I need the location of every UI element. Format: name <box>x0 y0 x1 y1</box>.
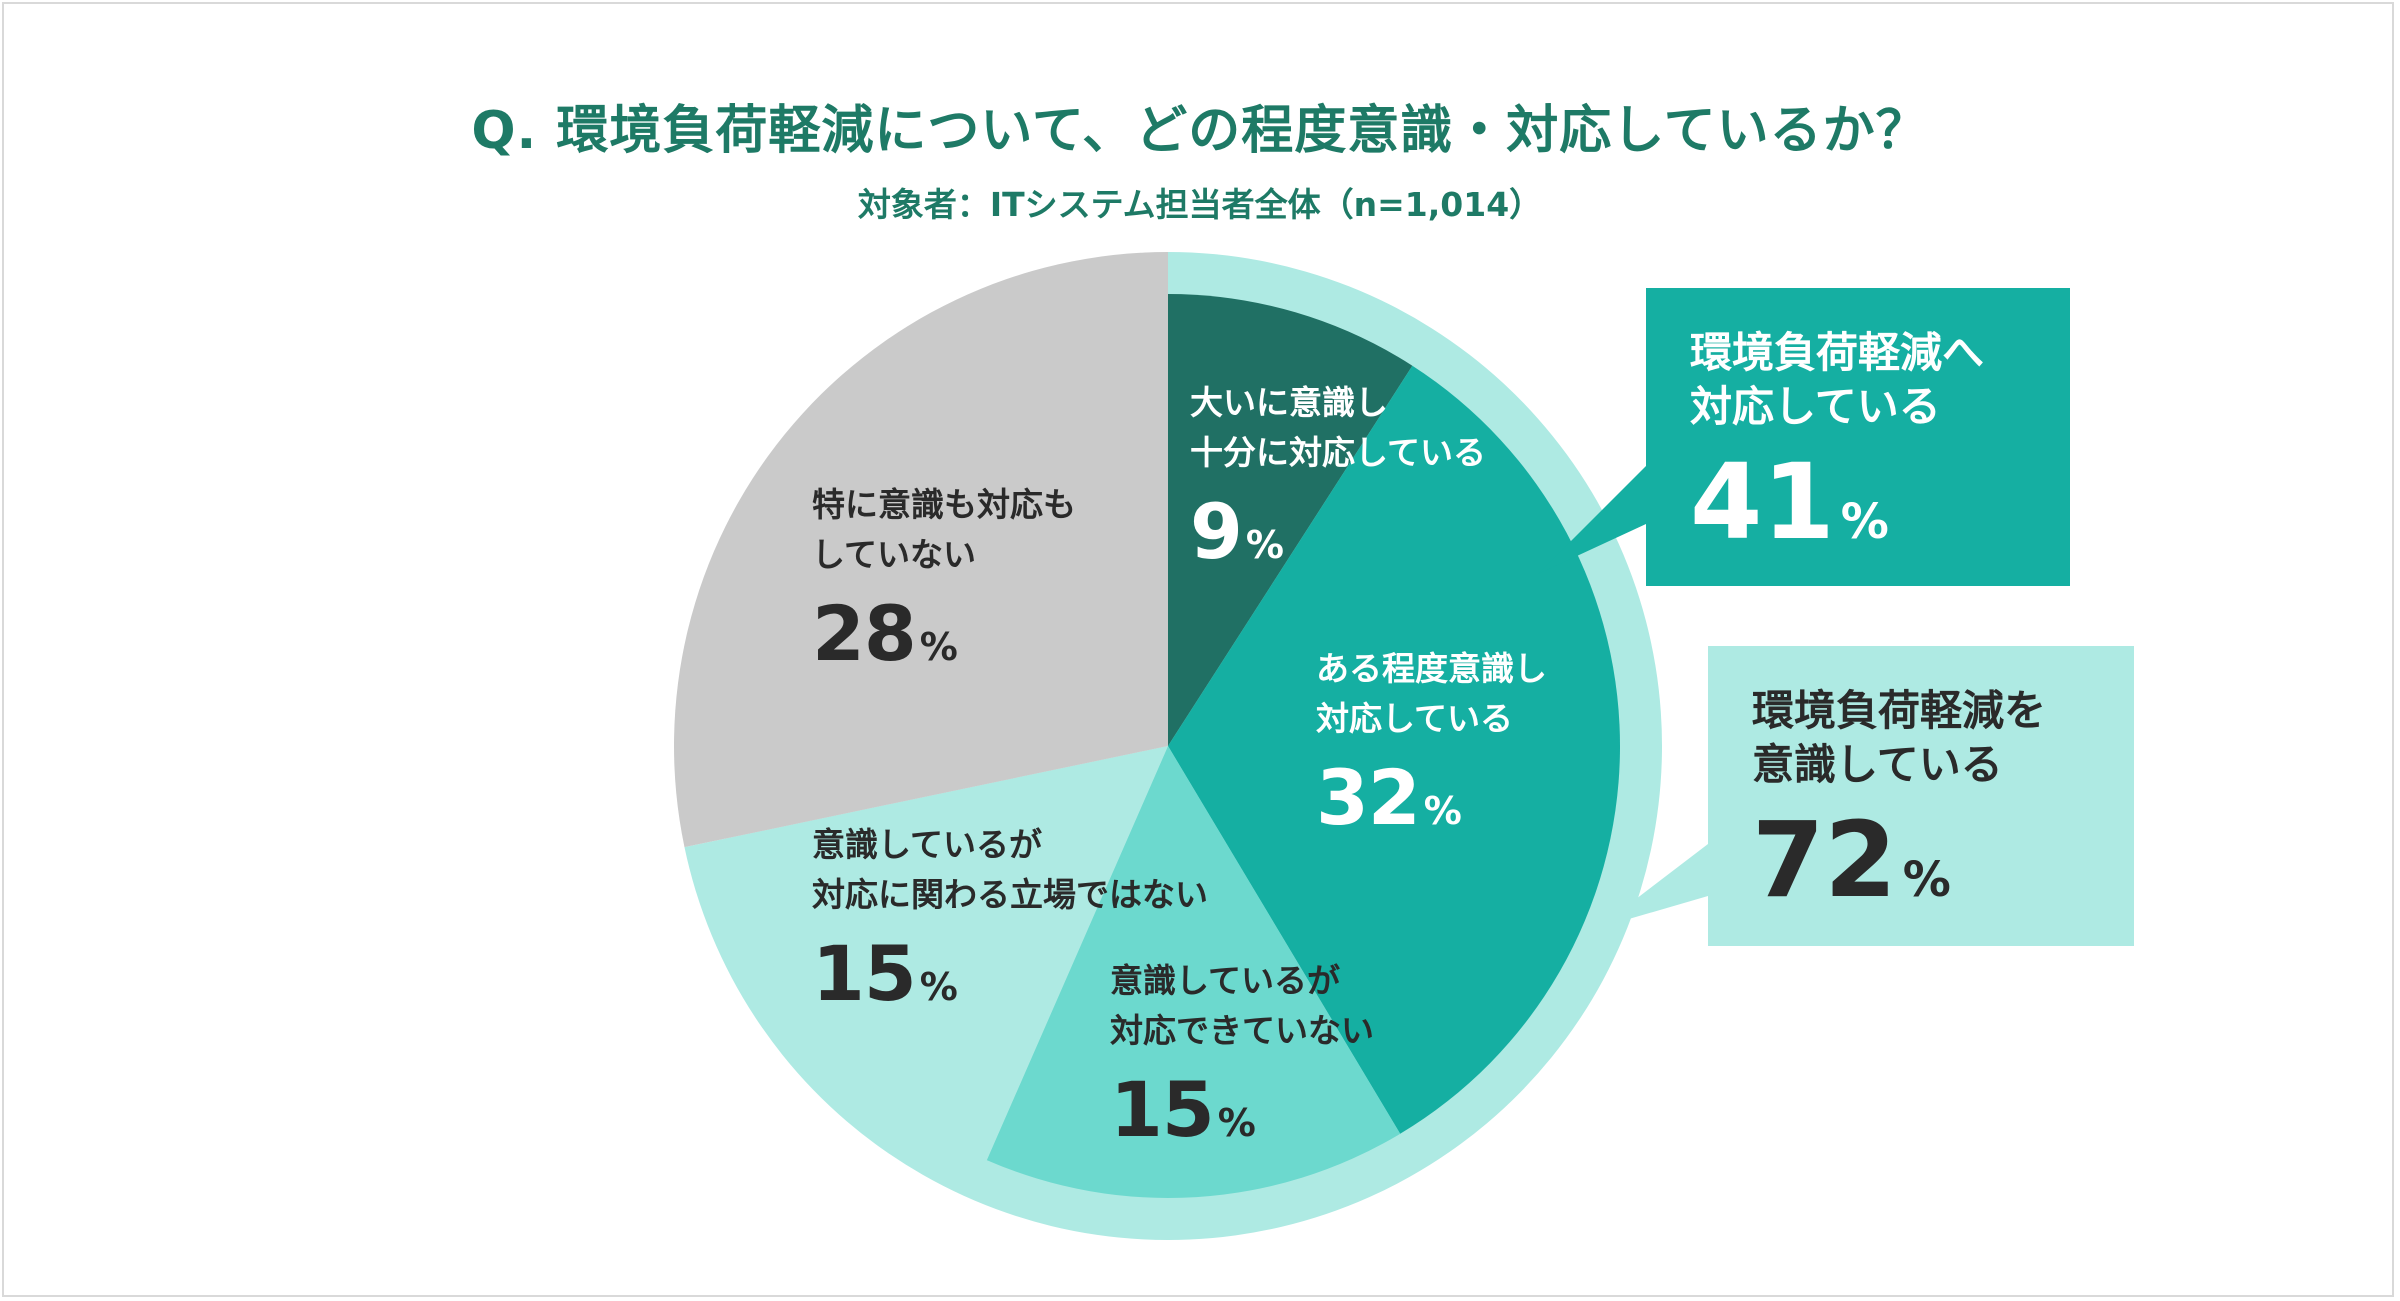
slice-label-greatly-aware: 大いに意識し 十分に対応している 9% <box>1190 378 1486 585</box>
slice-value-number: 9 <box>1190 487 1243 576</box>
callout-aware-total: 環境負荷軽減を 意識している 72% <box>1708 646 2134 946</box>
callout-caption-line: 環境負荷軽減を <box>1752 686 2047 735</box>
slice-value-number: 15 <box>812 929 917 1018</box>
slice-label-aware-not-acting: 意識しているが 対応できていない 15% <box>1110 956 1374 1163</box>
percent-sign: % <box>1217 1101 1256 1145</box>
slice-label-not-aware: 特に意識も対応も していない 28% <box>812 480 1076 687</box>
percent-sign: % <box>919 965 958 1009</box>
percent-sign: % <box>1423 789 1462 833</box>
slice-not-aware <box>674 252 1168 848</box>
callout-caption-line: 環境負荷軽減へ <box>1690 328 1985 377</box>
slice-value: 15% <box>1110 1070 1374 1163</box>
callout-acting-pointer <box>1538 466 1646 574</box>
callout-caption-line: 意識している <box>1752 740 2003 789</box>
percent-sign: % <box>1902 852 1951 908</box>
percent-sign: % <box>1245 523 1284 567</box>
callout-acting-total: 環境負荷軽減へ 対応している 41% <box>1646 288 2070 586</box>
callout-value-number: 41 <box>1690 441 1835 563</box>
percent-sign: % <box>1840 494 1889 550</box>
slice-value: 28% <box>812 594 1076 687</box>
slice-caption-line: ある程度意識し <box>1316 649 1547 688</box>
slice-value: 9% <box>1190 492 1486 585</box>
callout-value: 41% <box>1690 450 2026 572</box>
slice-aware-not-acting <box>986 746 1401 1199</box>
slice-value-number: 15 <box>1110 1065 1215 1154</box>
slice-greatly-aware <box>1168 294 1413 746</box>
slice-somewhat-aware <box>1168 365 1620 1134</box>
chart-title: Q. 環境負荷軽減について、どの程度意識・対応しているか？ <box>471 101 1929 161</box>
callout-pointers <box>1538 466 1708 928</box>
slice-caption-line: 対応している <box>1316 699 1514 738</box>
slice-value-number: 28 <box>812 589 917 678</box>
callout-value: 72% <box>1752 808 2090 930</box>
slice-caption-line: 対応に関わる立場ではない <box>812 875 1208 914</box>
slice-caption-line: 大いに意識し <box>1190 383 1388 422</box>
slice-caption-line: 意識しているが <box>1110 961 1341 1000</box>
slice-caption-line: 意識しているが <box>812 825 1043 864</box>
pie-slices <box>674 252 1620 1199</box>
slice-caption-line: 十分に対応している <box>1190 433 1487 472</box>
slice-aware-not-responsible <box>725 746 1168 1161</box>
callout-aware-pointer <box>1598 844 1708 928</box>
slice-caption-line: 特に意識も対応も <box>812 485 1076 524</box>
slice-label-aware-not-responsible: 意識しているが 対応に関わる立場ではない 15% <box>812 820 1208 1027</box>
percent-sign: % <box>919 625 958 669</box>
slice-value: 32% <box>1316 758 1547 851</box>
slice-label-somewhat-aware: ある程度意識し 対応している 32% <box>1316 644 1547 851</box>
chart-subtitle: 対象者：ITシステム担当者全体（n=1,014） <box>857 185 1543 224</box>
callout-caption-line: 対応している <box>1690 382 1941 431</box>
callout-value-number: 72 <box>1752 799 1897 921</box>
slice-value-number: 32 <box>1316 753 1421 842</box>
slice-value: 15% <box>812 934 1208 1027</box>
slice-caption-line: 対応できていない <box>1110 1011 1374 1050</box>
slice-caption-line: していない <box>812 535 977 574</box>
